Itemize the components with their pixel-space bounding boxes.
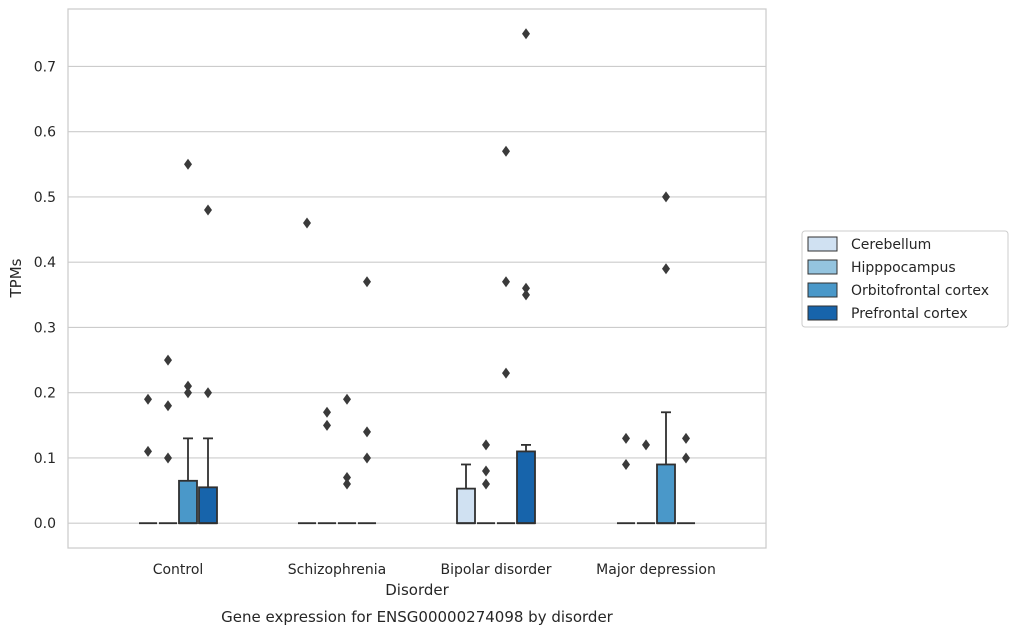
y-tick-label: 0.7 <box>34 59 56 75</box>
outlier-point <box>164 400 172 412</box>
x-axis-label: Disorder <box>385 581 449 599</box>
box-cerebellum <box>456 463 476 525</box>
outlier-point <box>343 393 351 405</box>
y-tick-label: 0.3 <box>34 320 56 336</box>
outlier-point <box>622 432 630 444</box>
y-axis-label: TPMs <box>7 258 25 298</box>
outlier-point <box>662 191 670 203</box>
outlier-point <box>363 426 371 438</box>
box-orbitofrontal-cortex <box>178 437 198 525</box>
chart-caption: Gene expression for ENSG00000274098 by d… <box>221 608 614 626</box>
box-orbitofrontal-cortex <box>656 411 676 525</box>
outlier-point <box>502 276 510 288</box>
outlier-point <box>482 439 490 451</box>
outlier-point <box>323 406 331 418</box>
outlier-point <box>522 289 530 301</box>
box-prefrontal-cortex <box>198 437 218 525</box>
outlier-point <box>164 354 172 366</box>
outlier-point <box>622 458 630 470</box>
outlier-point <box>642 439 650 451</box>
legend: Cerebellum Hipppocampus Orbitofrontal cort… <box>801 230 1009 328</box>
box-body <box>516 450 536 525</box>
y-tick-label: 0.0 <box>34 516 56 532</box>
box-body <box>456 487 476 525</box>
outlier-point <box>682 432 690 444</box>
box-series <box>139 411 695 525</box>
y-tick-label: 0.5 <box>34 190 56 206</box>
outlier-point <box>323 419 331 431</box>
x-tick-label: Major depression <box>596 562 716 578</box>
outlier-point <box>144 445 152 457</box>
outlier-point <box>363 452 371 464</box>
legend-swatch <box>807 259 838 275</box>
outlier-point <box>144 393 152 405</box>
outlier-point <box>502 145 510 157</box>
grid-lines <box>68 65 766 524</box>
outlier-point <box>184 158 192 170</box>
y-tick-label: 0.2 <box>34 386 56 402</box>
outlier-point <box>343 472 351 484</box>
outlier-point <box>303 217 311 229</box>
y-tick-label: 0.4 <box>34 255 56 271</box>
x-tick-label: Schizophrenia <box>288 562 386 578</box>
y-tick-label: 0.1 <box>34 451 56 467</box>
legend-label: Orbitofrontal cortex <box>851 283 989 299</box>
legend-swatch <box>807 305 838 321</box>
legend-label: Hipppocampus <box>851 260 956 276</box>
outlier-point <box>363 276 371 288</box>
y-tick-label: 0.6 <box>34 125 56 141</box>
outlier-point <box>502 367 510 379</box>
legend-swatch <box>807 282 838 298</box>
outlier-point <box>682 452 690 464</box>
legend-frame <box>801 230 1009 328</box>
outlier-point <box>482 478 490 490</box>
outlier-point <box>164 452 172 464</box>
box-body <box>198 486 218 525</box>
box-body <box>656 463 676 525</box>
legend-swatch <box>807 236 838 252</box>
box-body <box>178 479 198 525</box>
outlier-point <box>184 387 192 399</box>
legend-label: Prefrontal cortex <box>851 306 968 322</box>
x-tick-label: Bipolar disorder <box>440 562 551 578</box>
outlier-point <box>522 28 530 40</box>
y-tick-labels: 0.0 0.1 0.2 0.3 0.4 0.5 0.6 0.7 <box>34 59 56 532</box>
box-prefrontal-cortex <box>516 443 536 525</box>
legend-label: Cerebellum <box>851 237 931 253</box>
outlier-point <box>522 282 530 294</box>
outlier-point <box>184 380 192 392</box>
outlier-point <box>482 465 490 477</box>
outlier-point <box>204 387 212 399</box>
outlier-points <box>144 28 690 490</box>
outlier-point <box>204 204 212 216</box>
plot-frame <box>67 8 767 549</box>
x-tick-label: Control <box>153 562 204 578</box>
outlier-point <box>343 478 351 490</box>
x-tick-labels: Control Schizophrenia Bipolar disorder Majo… <box>153 562 716 578</box>
outlier-point <box>662 263 670 275</box>
